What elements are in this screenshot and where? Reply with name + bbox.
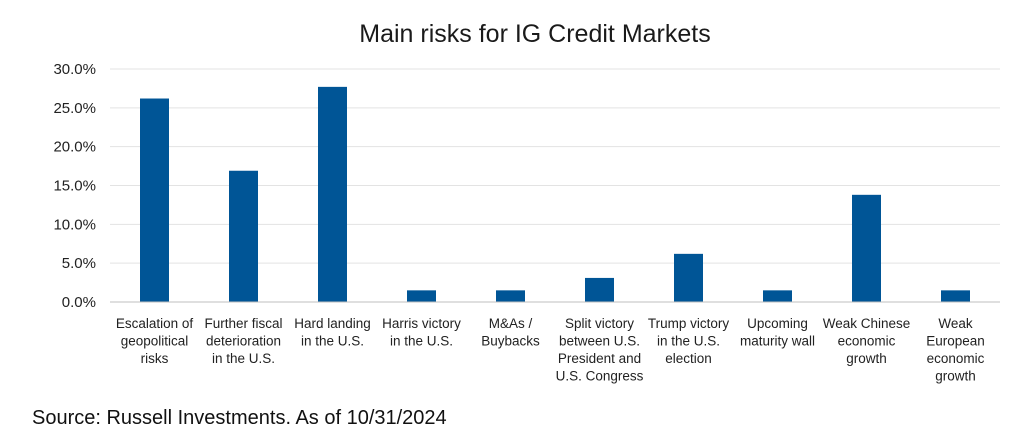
y-tick-label: 25.0% (53, 100, 96, 117)
x-tick-label: Weak Chinese economic growth (823, 316, 911, 366)
y-tick-label: 5.0% (62, 255, 96, 272)
y-tick-label: 20.0% (53, 139, 96, 156)
bars (140, 86, 970, 302)
y-tick-label: 30.0% (53, 61, 96, 78)
bar (585, 277, 614, 302)
x-tick-label: Further fiscal deterioration in the U.S. (204, 316, 282, 366)
source-note: Source: Russell Investments. As of 10/31… (32, 407, 447, 429)
chart-title: Main risks for IG Credit Markets (359, 20, 711, 48)
y-axis-ticks: 0.0% 5.0% 10.0% 15.0% 20.0% 25.0% 30.0% (53, 61, 96, 311)
bar (140, 98, 169, 302)
x-tick-label: Hard landing in the U.S. (294, 316, 371, 349)
y-tick-label: 0.0% (62, 294, 96, 311)
bar (674, 253, 703, 302)
y-tick-label: 15.0% (53, 178, 96, 195)
bar (941, 290, 970, 302)
bar (852, 194, 881, 302)
bar (763, 290, 792, 302)
bar (496, 290, 525, 302)
x-tick-label: M&As / Buybacks (481, 316, 540, 349)
x-tick-label: Escalation of geopolitical risks (116, 316, 194, 366)
gridlines (110, 68, 1000, 264)
x-tick-label: Split victory between U.S. President and U.… (556, 316, 644, 384)
x-tick-label: Weak European economic growth (926, 316, 985, 384)
y-tick-label: 10.0% (53, 216, 96, 233)
bar (229, 170, 258, 302)
bar-chart: 0.0% 5.0% 10.0% 15.0% 20.0% 25.0% 30.0% Escala… (53, 61, 1000, 384)
x-tick-label: Trump victory in the U.S. election (648, 316, 730, 366)
x-tick-label: Upcoming maturity wall (740, 316, 815, 349)
bar (318, 86, 347, 302)
x-tick-label: Harris victory in the U.S. (382, 316, 461, 349)
bar (407, 290, 436, 302)
